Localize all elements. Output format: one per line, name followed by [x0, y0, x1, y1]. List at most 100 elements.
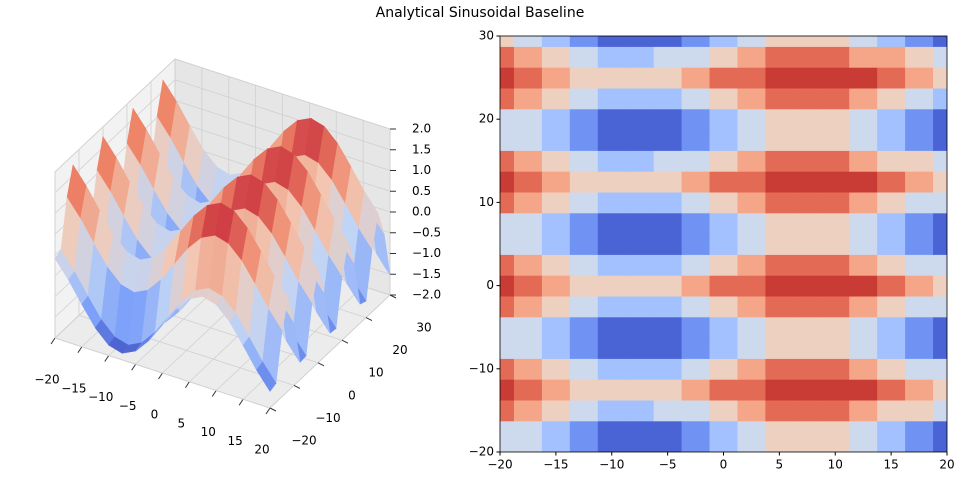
contour-cell — [877, 316, 906, 339]
tick-mark — [293, 384, 301, 389]
contour-cell — [597, 254, 627, 276]
x-tick-label: −20 — [34, 373, 59, 387]
z-tick-label: −0.5 — [412, 225, 441, 239]
contour-cell — [500, 108, 515, 131]
contour-cell — [681, 275, 711, 297]
z-tick-label: 2.0 — [412, 122, 431, 136]
contour-cell — [653, 108, 683, 131]
contour-cell — [513, 420, 543, 443]
contour-cell — [793, 150, 822, 172]
contour-cell — [681, 36, 711, 47]
contour-cell — [653, 337, 683, 359]
contour-cell — [877, 129, 906, 151]
contour-cell — [681, 441, 711, 452]
contour-cell — [681, 420, 711, 443]
tick-mark — [238, 398, 244, 406]
tick-mark — [265, 407, 271, 415]
contour-cell — [653, 358, 683, 380]
contour-cell — [905, 358, 934, 380]
contour-cell — [597, 108, 627, 131]
contour-cell — [793, 254, 822, 276]
contour-cell — [500, 420, 515, 443]
contour-cell — [737, 108, 766, 131]
contour-cell — [709, 441, 738, 452]
contour-cell — [765, 400, 794, 422]
x-tick-label: 10 — [201, 425, 216, 439]
contour-cell — [569, 129, 599, 151]
contour-cell — [625, 46, 655, 68]
contour-cell — [653, 275, 683, 297]
contour-cell — [541, 67, 571, 89]
contour-cell — [737, 36, 766, 47]
contour-cell — [737, 296, 766, 318]
contour-cell — [569, 275, 599, 297]
contour-cell — [765, 36, 794, 47]
contour-cell — [625, 296, 655, 318]
contour-cell — [597, 400, 627, 422]
y-tick-label: 10 — [479, 195, 494, 209]
contour-cell — [653, 67, 683, 89]
y-tick-label: 20 — [479, 112, 494, 126]
contour-cell — [877, 441, 906, 452]
contour-cell — [541, 88, 571, 110]
contour-cell — [933, 441, 947, 452]
contour-cell — [541, 275, 571, 297]
contour-cell — [849, 129, 878, 151]
figure-title: Analytical Sinusoidal Baseline — [376, 5, 585, 21]
contour-cell — [737, 358, 766, 380]
contour-cell — [513, 88, 543, 110]
contour-cell — [709, 36, 738, 47]
contour-cell — [500, 275, 515, 297]
contour-cell — [821, 379, 850, 401]
contour-cell — [765, 337, 794, 359]
contour-cell — [625, 337, 655, 359]
contour-cell — [877, 88, 906, 110]
contour-cell — [597, 67, 627, 89]
contour-cell — [933, 233, 947, 255]
contour-cell — [709, 254, 738, 276]
tick-mark — [341, 339, 349, 344]
contour-cell — [877, 337, 906, 359]
contour-cell — [765, 441, 794, 452]
contour-cell — [653, 36, 683, 47]
contour-cell — [905, 420, 934, 443]
contour-cell — [793, 171, 822, 193]
contour-cell — [709, 171, 738, 193]
contour-cell — [933, 108, 947, 131]
contour-cell — [500, 88, 515, 110]
contour-cell — [541, 233, 571, 255]
contour-cell — [653, 254, 683, 276]
grid-line — [174, 79, 391, 151]
contour-cell — [597, 420, 627, 443]
contour-cell — [709, 150, 738, 172]
contour-cell — [681, 233, 711, 255]
contour-cell — [513, 129, 543, 151]
contour-cell — [877, 254, 906, 276]
y-tick-label: 0 — [486, 278, 494, 292]
contour-cell — [569, 233, 599, 255]
z-tick-label: −1.0 — [412, 246, 441, 260]
contour-cell — [653, 171, 683, 193]
contour-cell — [849, 108, 878, 131]
contour-cell — [821, 420, 850, 443]
contour-cell — [793, 129, 822, 151]
contour-cell — [793, 192, 822, 214]
contour-cell — [933, 254, 947, 276]
contour-cell — [793, 88, 822, 110]
x-tick-label: 20 — [939, 458, 954, 472]
contour-cell — [541, 441, 571, 452]
contour-cell — [653, 316, 683, 339]
tick-mark — [158, 372, 163, 380]
contour-cell — [821, 36, 850, 47]
contour-cell — [681, 46, 711, 68]
contour-cell — [765, 46, 794, 68]
contour-cell — [513, 400, 543, 422]
contour-cell — [709, 316, 738, 339]
contour-cell — [905, 192, 934, 214]
y-tick-label: 20 — [392, 343, 407, 357]
x-tick-label: −10 — [88, 390, 113, 404]
contour-cell — [877, 296, 906, 318]
contour-cell — [709, 358, 738, 380]
y-tick-label: 30 — [416, 321, 431, 335]
